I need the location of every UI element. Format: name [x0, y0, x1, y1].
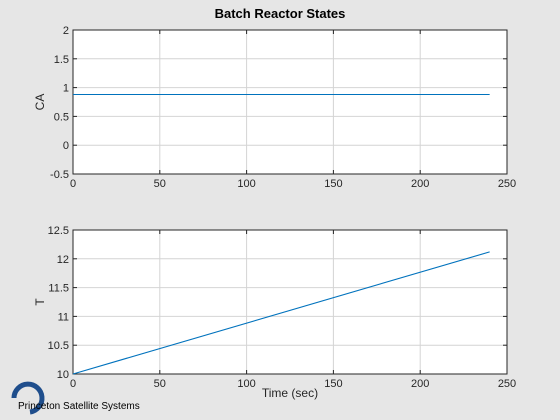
x-tick-label: 250 — [498, 178, 516, 190]
y-tick-label: 1.5 — [54, 54, 69, 66]
logo-text: Princeton Satellite Systems — [18, 401, 140, 412]
y-tick-label: 2 — [63, 25, 69, 37]
y-tick-label: 0.5 — [54, 111, 69, 123]
y-tick-label: -0.5 — [50, 169, 69, 181]
x-tick-label: 150 — [324, 178, 342, 190]
series-line — [72, 251, 490, 375]
plot-area — [73, 230, 507, 374]
x-tick-label: 200 — [411, 178, 429, 190]
x-tick-label: 200 — [411, 378, 429, 390]
x-tick-label: 100 — [237, 378, 255, 390]
y-tick-label: 12 — [57, 254, 69, 266]
x-tick-label: 50 — [154, 178, 166, 190]
y-tick-label: 1 — [63, 83, 69, 95]
x-tick-label: 250 — [498, 378, 516, 390]
y-tick-label: 0 — [63, 140, 69, 152]
y-tick-label: 11.5 — [48, 283, 69, 295]
logo: Princeton Satellite Systems — [11, 381, 140, 415]
x-tick-label: 100 — [237, 178, 255, 190]
x-axis-label: Time (sec) — [262, 386, 318, 400]
y-tick-label: 11 — [58, 311, 69, 323]
axes-2: 0 50 100 150 200 250 10 10.5 11 11.5 12 12.5 T Time (… — [33, 225, 516, 400]
y-tick-label: 12.5 — [48, 225, 69, 237]
x-tick-label: 0 — [70, 178, 76, 190]
y-tick-label: 10.5 — [48, 340, 69, 352]
chart-title: Batch Reactor States — [215, 6, 346, 21]
logo-swoosh-icon — [11, 381, 45, 415]
x-tick-label: 0 — [70, 378, 76, 390]
axes-box — [72, 29, 508, 175]
axes-box — [72, 229, 508, 375]
plot-area — [73, 30, 507, 174]
y-tick-label: 10 — [57, 369, 69, 381]
y-axis-label: T — [33, 298, 47, 306]
x-tick-label: 150 — [324, 378, 342, 390]
y-axis-label: CA — [33, 94, 47, 111]
x-tick-label: 50 — [154, 378, 166, 390]
